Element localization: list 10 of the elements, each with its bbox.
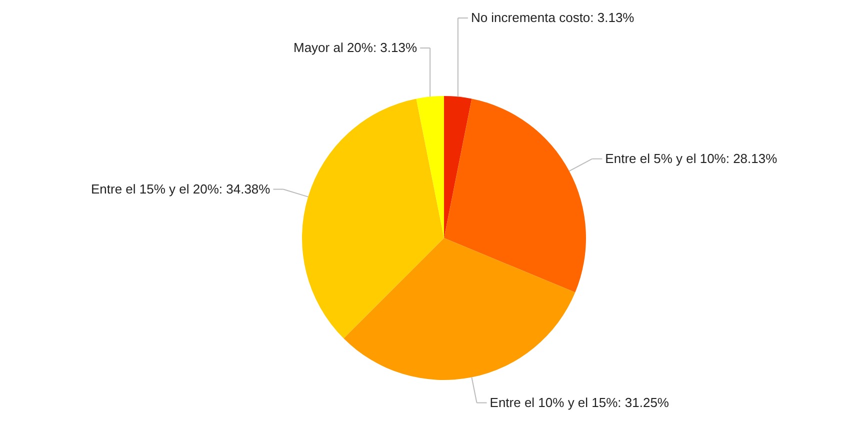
slice-label: Mayor al 20%: 3.13% [293,40,418,55]
pie-slice [444,96,472,238]
slice-label: No incrementa costo: 3.13% [470,10,635,25]
pie-slice [444,98,586,292]
pie-slice [416,96,444,238]
pie-slice [302,98,444,338]
pie-slice [344,238,576,380]
slice-label: Entre el 5% y el 10%: 28.13% [605,150,778,166]
slice-label: Entre el 10% y el 15%: 31.25% [490,394,670,410]
slice-label: Entre el 15% y el 20%: 34.38% [90,181,271,196]
